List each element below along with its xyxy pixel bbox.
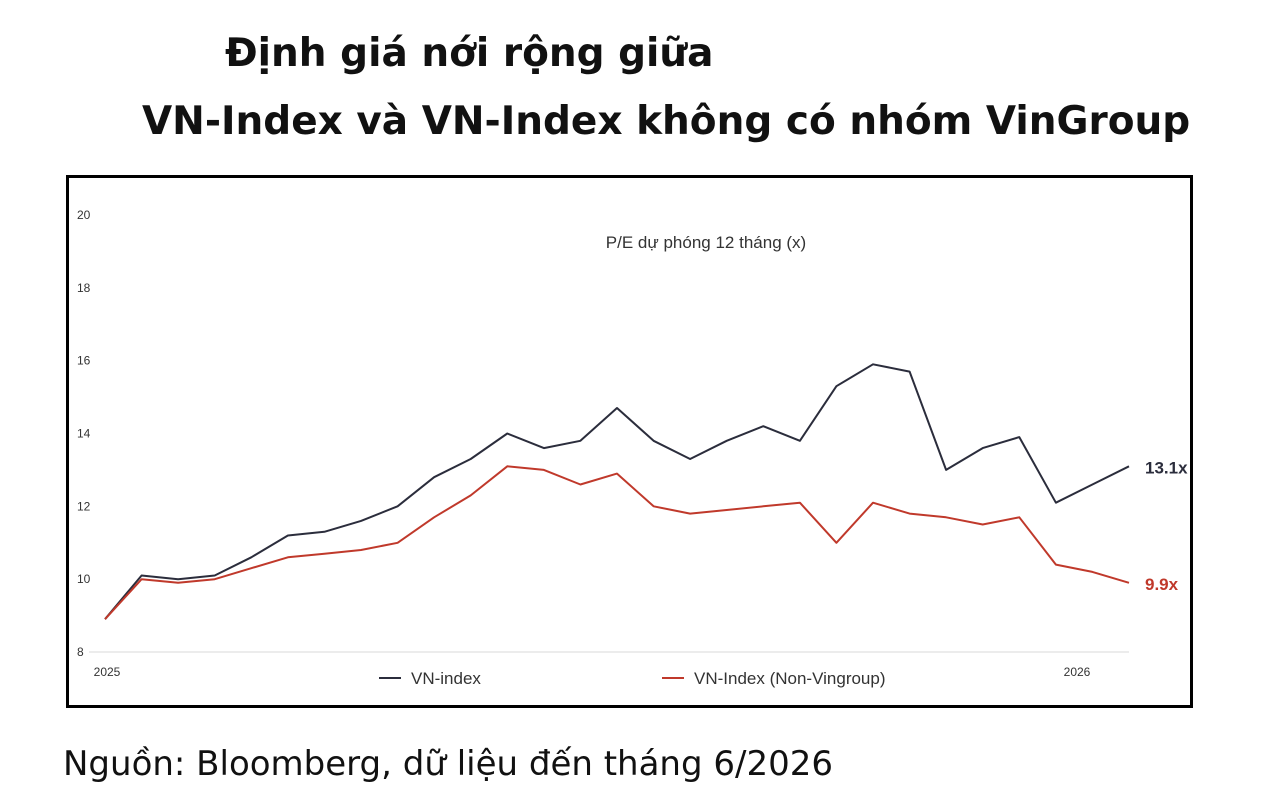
end-value-label-non-vingroup: 9.9x (1145, 575, 1179, 594)
legend: VN-index VN-Index (Non-Vingroup) (379, 669, 886, 688)
y-tick-label: 20 (77, 208, 91, 222)
axes: 8 10 12 14 16 18 20 2025 2026 P/E dự phóng 12 thá… (77, 208, 1129, 679)
y-tick-label: 14 (77, 427, 91, 441)
legend-label: VN-Index (Non-Vingroup) (694, 669, 886, 688)
source-note: Nguồn: Bloomberg, dữ liệu đến tháng 6/20… (63, 744, 833, 784)
series-lines (104, 363, 1130, 620)
chart-title-line2: VN-Index và VN-Index không có nhóm VinGr… (142, 99, 1191, 144)
y-tick-label: 10 (77, 572, 91, 586)
chart-inner-title: P/E dự phóng 12 tháng (x) (606, 233, 806, 252)
x-tick-label: 2026 (1064, 665, 1091, 679)
y-tick-label: 18 (77, 281, 91, 295)
y-tick-label: 12 (77, 499, 91, 513)
end-value-label-vn-index: 13.1x (1145, 458, 1188, 477)
y-tick-label: 8 (77, 645, 84, 659)
x-tick-label: 2025 (94, 665, 121, 679)
end-labels: 13.1x 9.9x (1145, 458, 1188, 594)
pe-chart: 8 10 12 14 16 18 20 2025 2026 P/E dự phóng 12 thá… (77, 208, 1188, 688)
y-tick-label: 16 (77, 354, 91, 368)
legend-label: VN-index (411, 669, 481, 688)
series-line-vn-index-non-vingroup (104, 465, 1130, 620)
chart-title-line1: Định giá nới rộng giữa (225, 31, 714, 76)
chart-frame: 8 10 12 14 16 18 20 2025 2026 P/E dự phóng 12 thá… (66, 175, 1193, 708)
series-line-vn-index (104, 363, 1130, 620)
